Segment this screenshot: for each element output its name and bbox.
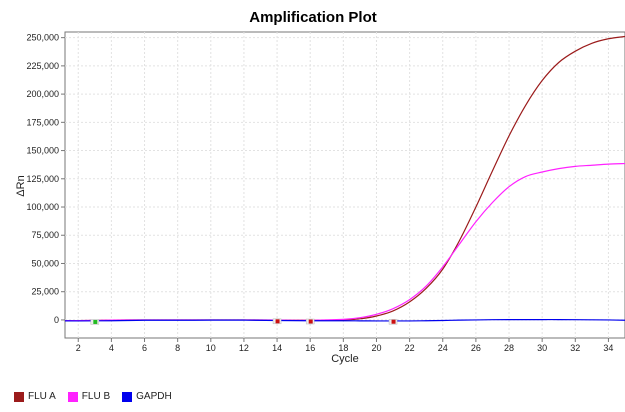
legend-label: GAPDH	[136, 391, 172, 402]
threshold-markers	[90, 318, 398, 325]
x-axis-ticks: 2 4 6 8 10 12 14 16 18 20 22 24 26 28 30 32 34	[76, 338, 613, 353]
y-tick-label: 250,000	[26, 33, 59, 43]
y-tick-label: 150,000	[26, 146, 59, 156]
y-tick-label: 25,000	[31, 287, 59, 297]
threshold-marker	[93, 319, 98, 324]
x-tick-label: 4	[109, 343, 114, 353]
legend-swatch	[122, 391, 133, 402]
y-tick-label: 175,000	[26, 117, 59, 127]
x-tick-label: 26	[471, 343, 481, 353]
x-axis-label: Cycle	[331, 353, 359, 365]
x-tick-label: 14	[272, 343, 282, 353]
y-tick-label: 100,000	[26, 202, 59, 212]
x-tick-label: 6	[142, 343, 147, 353]
y-axis-label: ΔRn	[15, 175, 27, 196]
grid-lines	[65, 32, 625, 338]
series-line-gapdh	[65, 318, 625, 322]
y-tick-label: 0	[54, 315, 59, 325]
legend-item-flu-b: FLU B	[67, 391, 111, 402]
x-tick-label: 30	[537, 343, 547, 353]
y-axis-ticks: 0 25,000 50,000 75,000 100,000 125,000 150,000…	[26, 33, 65, 325]
x-tick-label: 16	[305, 343, 315, 353]
y-tick-label: 225,000	[26, 61, 59, 71]
x-tick-label: 28	[504, 343, 514, 353]
x-tick-label: 8	[175, 343, 180, 353]
x-tick-label: 24	[438, 343, 448, 353]
x-tick-label: 22	[405, 343, 415, 353]
x-tick-label: 20	[371, 343, 381, 353]
legend-swatch	[67, 391, 78, 402]
y-tick-label: 125,000	[26, 174, 59, 184]
threshold-marker	[391, 319, 396, 324]
series-lines	[65, 35, 625, 322]
legend-label: FLU A	[28, 391, 56, 402]
x-tick-label: 2	[76, 343, 81, 353]
legend-item-flu-a: FLU A	[14, 391, 56, 402]
x-tick-label: 32	[570, 343, 580, 353]
legend-item-gapdh: GAPDH	[122, 391, 172, 402]
plot-area	[64, 31, 625, 339]
y-tick-label: 75,000	[31, 230, 59, 240]
threshold-marker	[275, 319, 280, 324]
chart-title: Amplification Plot	[249, 9, 377, 26]
threshold-marker	[308, 319, 313, 324]
y-tick-label: 50,000	[31, 258, 59, 268]
x-tick-label: 10	[206, 343, 216, 353]
x-tick-label: 12	[239, 343, 249, 353]
x-tick-label: 18	[338, 343, 348, 353]
legend-swatch	[14, 391, 24, 402]
y-tick-label: 200,000	[26, 89, 59, 99]
chart-legend: FLU A FLU B GAPDH	[14, 391, 184, 402]
legend-label: FLU B	[81, 391, 111, 402]
x-tick-label: 34	[603, 343, 613, 353]
